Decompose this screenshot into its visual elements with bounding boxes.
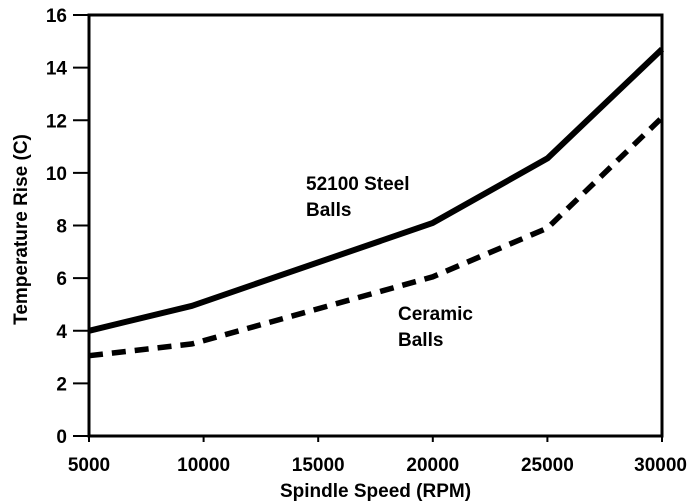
y-axis-ticks: 0 2 4 6 8 10 12 14 16 (46, 6, 89, 448)
series-layer (88, 47, 665, 359)
x-tick-label: 30000 (634, 455, 687, 476)
series-annotation-line: Balls (398, 330, 443, 351)
series-annotation-line: 52100 Steel (306, 174, 410, 195)
y-tick-label: 4 (56, 322, 67, 343)
x-tick-label: 5000 (68, 455, 110, 476)
y-tick-label: 0 (56, 427, 67, 448)
plot-frame (87, 13, 664, 438)
y-axis-title: Temperature Rise (C) (11, 134, 32, 325)
x-axis-ticks: 5000 10000 15000 20000 25000 30000 (68, 436, 687, 476)
y-tick-label: 16 (46, 6, 67, 27)
series-annotation: Ceramic Balls (398, 304, 473, 351)
x-tick-label: 15000 (292, 455, 345, 476)
x-tick-label: 20000 (406, 455, 459, 476)
y-tick-label: 2 (56, 374, 67, 395)
series-line-ceramic-balls (88, 115, 664, 359)
series-annotations: 52100 Steel Balls Ceramic Balls (306, 174, 473, 351)
series-line-steel-balls (88, 47, 665, 334)
series-annotation: 52100 Steel Balls (306, 174, 410, 221)
y-tick-label: 12 (46, 111, 67, 132)
y-tick-label: 6 (56, 269, 67, 290)
x-tick-label: 10000 (177, 455, 230, 476)
y-tick-label: 8 (56, 217, 67, 238)
x-axis-title: Spindle Speed (RPM) (280, 481, 471, 502)
series-annotation-line: Balls (306, 200, 351, 221)
series-annotation-line: Ceramic (398, 304, 473, 325)
y-tick-label: 10 (46, 164, 67, 185)
x-tick-label: 25000 (521, 455, 574, 476)
y-tick-label: 14 (46, 59, 68, 80)
